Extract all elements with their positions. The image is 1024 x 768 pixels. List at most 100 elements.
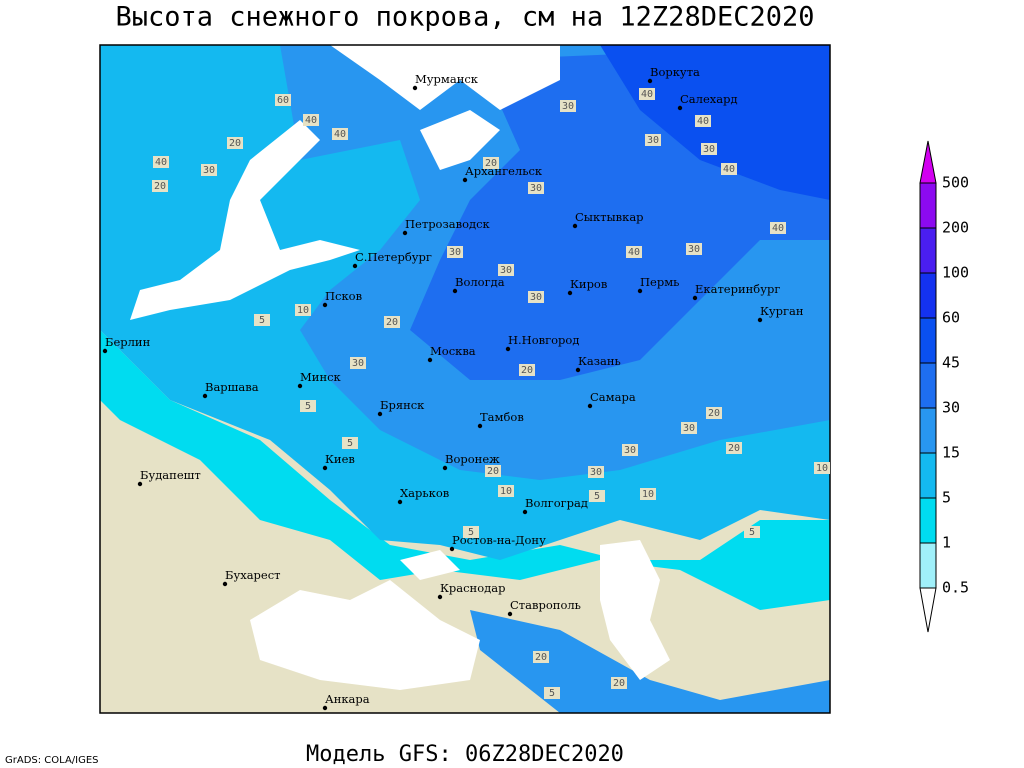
contour-label-box	[640, 488, 656, 500]
contour-label: 30	[530, 292, 542, 303]
contour-label: 40	[305, 115, 317, 126]
contour-label: 20	[535, 652, 547, 663]
city-label: Киров	[570, 277, 607, 291]
contour-label-box	[201, 164, 217, 176]
contour-label-box	[770, 222, 786, 234]
city-dot	[477, 423, 483, 429]
contour-label: 5	[594, 491, 600, 502]
city-dot	[587, 403, 593, 409]
city-label: Харьков	[400, 486, 449, 500]
city-dot	[452, 288, 458, 294]
contour-label: 20	[613, 678, 625, 689]
contour-label-box	[626, 246, 642, 258]
colorbar-arrow	[919, 140, 937, 184]
contour-label-box	[622, 444, 638, 456]
city-dot	[575, 367, 581, 373]
colorbar-label: 500	[942, 174, 969, 192]
colorbar-label: 1	[942, 534, 951, 552]
contour-label-box	[706, 407, 722, 419]
city-dot	[377, 411, 383, 417]
contour-label-box	[588, 466, 604, 478]
contour-label-box	[611, 677, 627, 689]
city-dot	[322, 705, 328, 711]
contour-label-box	[686, 243, 702, 255]
sea	[420, 110, 500, 170]
city-label: Петрозаводск	[405, 217, 491, 231]
city-label: Волгоград	[525, 496, 588, 510]
city-label: Москва	[430, 344, 476, 358]
colorbar-label: 200	[942, 219, 969, 237]
colorbar-label: 15	[942, 444, 960, 462]
map-title: Высота снежного покрова, см на 12Z28DEC2…	[116, 2, 815, 33]
contour-label: 30	[352, 358, 364, 369]
sea	[600, 540, 670, 680]
city-label: Екатеринбург	[695, 282, 780, 296]
colorbar-label: 30	[942, 399, 960, 417]
colorbar-segment	[919, 497, 937, 544]
city-label: Ростов-на-Дону	[452, 533, 546, 547]
colorbar-segment	[919, 452, 937, 499]
contour-label: 30	[203, 165, 215, 176]
contour-label-box	[498, 264, 514, 276]
city-label: Бухарест	[225, 568, 281, 582]
colorbar-segment	[919, 227, 937, 274]
contour-label-box	[485, 465, 501, 477]
map: 60 30 40 40 30 30 40 20 30 40 40 20 40 30 20 40 30 40 30 30…	[99, 44, 831, 714]
snow-zone	[600, 45, 830, 200]
city-dot	[522, 509, 528, 515]
contour-label-box	[645, 134, 661, 146]
contour-label: 20	[728, 443, 740, 454]
credit: GrADS: COLA/IGES	[5, 755, 99, 766]
city-label: Мурманск	[415, 72, 479, 86]
contour-label-box	[300, 400, 316, 412]
contour-label-box	[695, 115, 711, 127]
city-dot	[442, 465, 448, 471]
city-label: Архангельск	[465, 164, 543, 178]
contour-label: 30	[449, 247, 461, 258]
city-dot	[437, 594, 443, 600]
contour-label-box	[726, 442, 742, 454]
contour-label: 5	[305, 401, 311, 412]
contour-label-box	[533, 651, 549, 663]
city-label: Тамбов	[480, 410, 524, 424]
city-label: Сыктывкар	[575, 210, 644, 224]
contour-label: 10	[297, 305, 309, 316]
contour-label: 40	[723, 164, 735, 175]
city-label: С.Петербург	[355, 250, 432, 264]
contour-label: 10	[642, 489, 654, 500]
contour-label-box	[528, 291, 544, 303]
contour-label: 20	[521, 365, 533, 376]
colorbar-segment	[919, 317, 937, 364]
city-dot	[322, 302, 328, 308]
sea	[400, 550, 460, 580]
contour-label-box	[721, 163, 737, 175]
contour-label-box	[463, 526, 479, 538]
city-dot	[692, 295, 698, 301]
colorbar-label: 5	[942, 489, 951, 507]
contour-label: 60	[277, 95, 289, 106]
sea	[130, 120, 360, 320]
contour-label-box	[227, 137, 243, 149]
contour-label: 40	[772, 223, 784, 234]
city-dot	[202, 393, 208, 399]
city-label: Казань	[578, 354, 621, 368]
contour-label: 30	[590, 467, 602, 478]
contour-label: 30	[500, 265, 512, 276]
colorbar-label: 45	[942, 354, 960, 372]
city-dot	[412, 85, 418, 91]
contour-label-box	[342, 437, 358, 449]
city-dot	[449, 546, 455, 552]
contour-label-box	[152, 180, 168, 192]
contour-label-box	[701, 143, 717, 155]
city-dot	[637, 288, 643, 294]
contour-label: 5	[259, 315, 265, 326]
colorbar-label: 0.5	[942, 579, 969, 597]
city-label: Пермь	[640, 275, 679, 289]
city-label: Берлин	[105, 335, 151, 349]
map-frame	[99, 44, 831, 714]
contour-label-box	[519, 364, 535, 376]
contour-label: 40	[155, 157, 167, 168]
city-dot	[427, 357, 433, 363]
colorbar-segment	[919, 407, 937, 454]
